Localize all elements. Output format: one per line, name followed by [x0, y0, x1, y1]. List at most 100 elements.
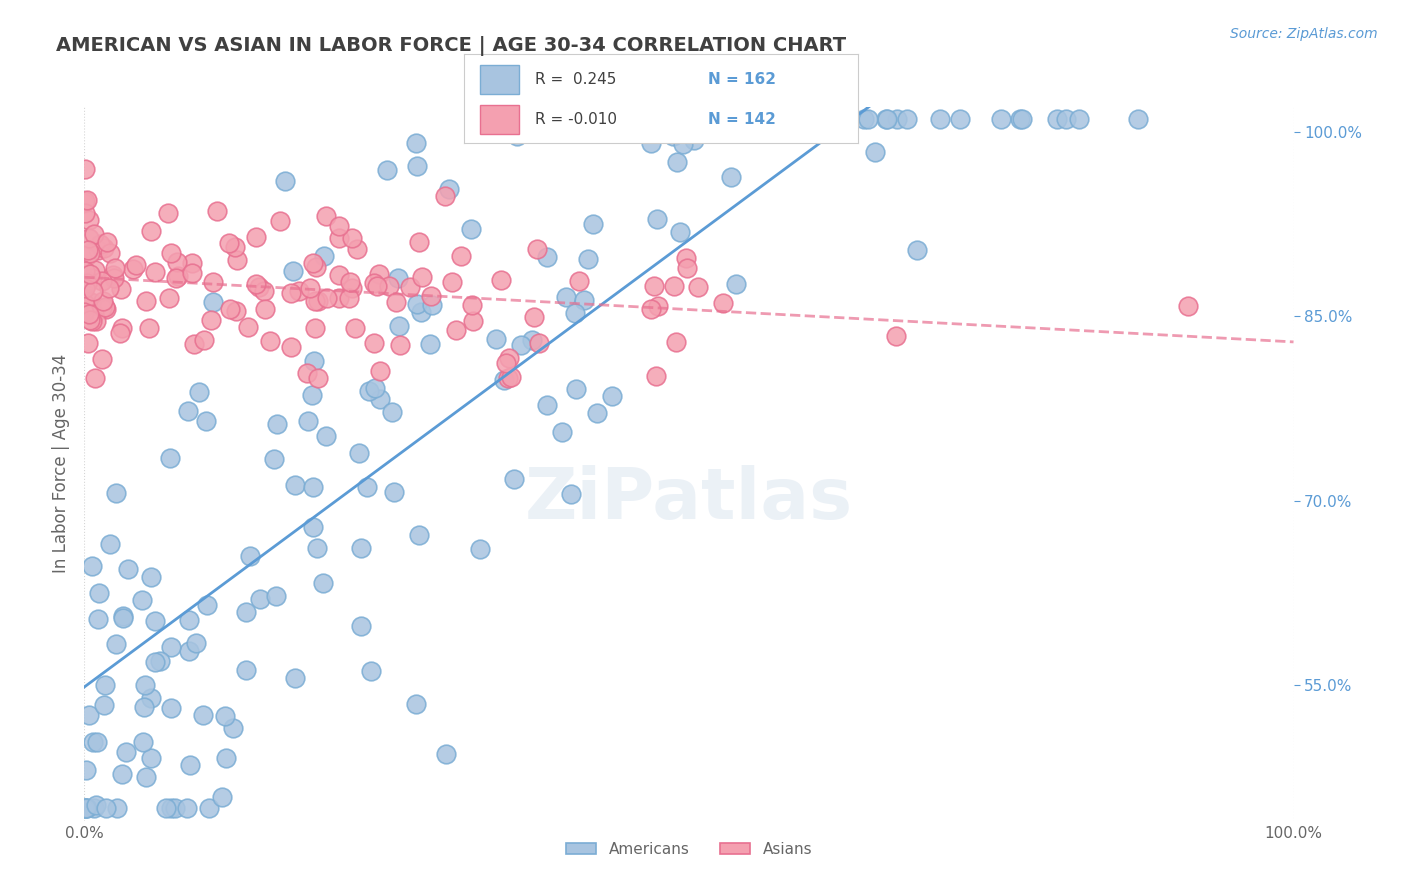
Point	[536, 398, 558, 412]
Point	[89, 236, 111, 251]
Point	[79, 246, 101, 260]
Point	[568, 274, 591, 288]
Point	[274, 174, 297, 188]
Point	[83, 307, 105, 321]
Point	[645, 211, 668, 226]
Point	[316, 291, 339, 305]
Point	[536, 250, 558, 264]
Point	[111, 611, 134, 625]
Point	[675, 260, 697, 275]
Point	[284, 671, 307, 685]
Point	[460, 221, 482, 235]
Point	[186, 635, 208, 649]
Point	[75, 281, 97, 295]
Point	[724, 277, 747, 291]
Point	[856, 112, 879, 127]
Point	[405, 136, 427, 150]
Point	[75, 763, 97, 777]
Point	[284, 477, 307, 491]
Point	[159, 640, 181, 654]
Point	[134, 678, 156, 692]
FancyBboxPatch shape	[479, 65, 519, 94]
Point	[312, 576, 335, 591]
Point	[522, 334, 544, 348]
Point	[224, 239, 246, 253]
Point	[434, 747, 457, 761]
Text: R = -0.010: R = -0.010	[534, 112, 617, 127]
Point	[328, 231, 350, 245]
Point	[280, 285, 302, 300]
Point	[110, 321, 132, 335]
Point	[149, 653, 172, 667]
Point	[177, 404, 200, 418]
Point	[79, 267, 101, 281]
Point	[135, 770, 157, 784]
Point	[720, 169, 742, 184]
Point	[821, 112, 844, 127]
Point	[155, 801, 177, 815]
Point	[75, 250, 97, 264]
Point	[139, 570, 162, 584]
Point	[1054, 112, 1077, 127]
Point	[77, 708, 100, 723]
Point	[669, 225, 692, 239]
Point	[498, 370, 520, 384]
Point	[73, 305, 96, 319]
Point	[468, 542, 491, 557]
Point	[124, 258, 146, 272]
Point	[638, 112, 661, 127]
Point	[280, 340, 302, 354]
Point	[105, 801, 128, 815]
Point	[896, 112, 918, 127]
Point	[104, 637, 127, 651]
Point	[506, 129, 529, 144]
Point	[406, 297, 429, 311]
Point	[875, 112, 897, 127]
Point	[77, 231, 100, 245]
Point	[76, 193, 98, 207]
Point	[302, 519, 325, 533]
Point	[315, 209, 337, 223]
Point	[266, 417, 288, 431]
Point	[439, 182, 461, 196]
Point	[163, 801, 186, 815]
Point	[143, 264, 166, 278]
Point	[344, 321, 367, 335]
Point	[755, 112, 778, 127]
Point	[672, 136, 695, 151]
Point	[176, 801, 198, 815]
Point	[211, 789, 233, 804]
Point	[315, 428, 337, 442]
Point	[84, 370, 107, 384]
Point	[83, 801, 105, 815]
Point	[82, 735, 104, 749]
Point	[1067, 112, 1090, 127]
Point	[302, 480, 325, 494]
Point	[139, 751, 162, 765]
Point	[157, 291, 180, 305]
Point	[218, 235, 240, 250]
Point	[200, 313, 222, 327]
Point	[662, 129, 685, 144]
Point	[560, 487, 582, 501]
FancyBboxPatch shape	[479, 105, 519, 134]
Point	[235, 663, 257, 677]
Point	[399, 280, 422, 294]
Point	[600, 389, 623, 403]
Point	[297, 414, 319, 428]
Point	[77, 274, 100, 288]
Point	[356, 480, 378, 494]
Point	[75, 801, 97, 815]
Point	[446, 323, 468, 337]
Point	[73, 161, 96, 176]
Point	[441, 275, 464, 289]
Point	[193, 708, 215, 723]
Point	[1126, 112, 1149, 127]
Point	[665, 154, 688, 169]
Point	[73, 264, 96, 278]
Point	[253, 284, 276, 298]
Point	[77, 336, 100, 351]
Point	[80, 271, 103, 285]
Point	[238, 320, 260, 334]
Point	[156, 205, 179, 219]
